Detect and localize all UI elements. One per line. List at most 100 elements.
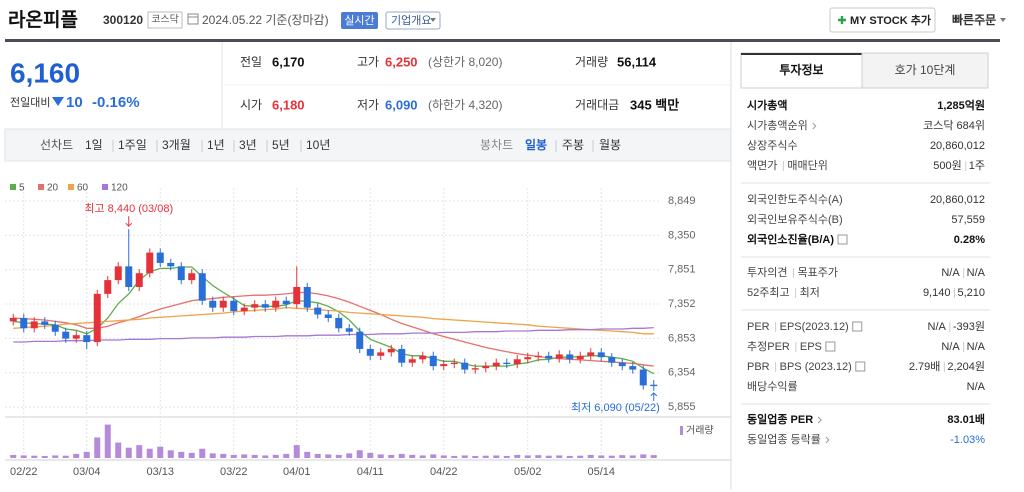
- legend-swatch: [10, 184, 16, 190]
- y-tick-label: 8,849: [668, 195, 696, 207]
- current-price: 6,160: [10, 57, 80, 88]
- candle-body: [293, 286, 301, 305]
- candle-body: [209, 300, 217, 308]
- plus-icon: [838, 16, 846, 24]
- period-tab[interactable]: 10년: [306, 138, 330, 152]
- candle-body: [440, 364, 448, 367]
- period-tab[interactable]: 1년: [207, 138, 225, 152]
- candle-body: [503, 362, 511, 365]
- realtime-badge[interactable]: [341, 12, 378, 29]
- company-menu[interactable]: [385, 11, 441, 30]
- legend-label: 20: [47, 183, 59, 194]
- info-value: 9,140: [923, 287, 951, 299]
- info-value: N/A: [967, 381, 986, 393]
- quick-order[interactable]: 빠른주문: [952, 12, 996, 27]
- panel-tab[interactable]: 호가 10단계: [895, 63, 956, 77]
- market: 코스닥: [151, 14, 179, 26]
- volume-bar: [272, 454, 279, 458]
- volume-bar: [31, 455, 38, 458]
- info-value: 20,860,012: [930, 140, 985, 152]
- x-tick-label: 04/22: [430, 466, 458, 478]
- candle-tab[interactable]: 주봉: [562, 138, 584, 152]
- stat-value: 6,250: [385, 54, 418, 69]
- candle-body: [639, 369, 647, 386]
- candle-tab[interactable]: 월봉: [599, 138, 621, 152]
- legend-swatch: [102, 184, 108, 190]
- y-tick-label: 6,853: [668, 332, 696, 344]
- info-value: 2.79배: [909, 360, 941, 373]
- candle-body: [566, 354, 574, 360]
- volume-bar: [430, 454, 437, 458]
- help-icon: [825, 341, 836, 352]
- x-tick-label: 03/13: [146, 466, 174, 478]
- candle-body: [356, 331, 364, 349]
- info-label: 시가총액순위: [747, 119, 808, 132]
- info-label: BPS (2023.12): [780, 361, 852, 373]
- my-stock-label[interactable]: MY STOCK 추가: [850, 13, 931, 27]
- candle-body: [314, 307, 322, 315]
- candle-tab[interactable]: 일봉: [525, 138, 547, 152]
- stock-name: 라온피플: [8, 9, 78, 31]
- dropdown-caret: [430, 18, 436, 22]
- info-value: 20,860,012: [930, 194, 985, 206]
- candle-body: [9, 317, 17, 322]
- volume-bar: [83, 451, 90, 458]
- stat-label: 거래대금: [575, 98, 619, 112]
- down-arrow: [52, 97, 64, 106]
- volume-bar: [220, 453, 227, 458]
- quick-order-caret: [1000, 18, 1006, 22]
- volume-bar: [146, 448, 153, 458]
- x-tick-label: 04/01: [283, 466, 311, 478]
- moving-average-line: [13, 326, 654, 343]
- x-tick-label: 02/22: [10, 466, 38, 478]
- period-tab[interactable]: 3년: [239, 138, 257, 152]
- volume-bar: [199, 448, 206, 458]
- volume-bar: [619, 455, 626, 458]
- candle-body: [377, 352, 385, 356]
- period-tab[interactable]: 5년: [272, 138, 290, 152]
- period-tab[interactable]: 3개월: [162, 138, 191, 152]
- y-tick-label: 8,350: [668, 229, 696, 241]
- my-stock-button[interactable]: [829, 7, 936, 33]
- tab-inactive[interactable]: [861, 52, 989, 89]
- info-value: 83.01배: [947, 412, 985, 426]
- info-label: 상장주식수: [747, 139, 798, 152]
- candle-body: [618, 362, 626, 367]
- volume-bar: [94, 437, 101, 458]
- moving-average-line: [13, 266, 655, 375]
- info-label: 목표주가: [797, 266, 837, 279]
- tab-active[interactable]: [740, 52, 863, 89]
- legend-label: 5: [19, 183, 25, 194]
- panel-tab[interactable]: 투자정보: [779, 62, 823, 77]
- volume-bar: [251, 454, 258, 458]
- stat-value: 6,170: [272, 54, 305, 69]
- info-value: 코스닥 684위: [923, 119, 985, 132]
- stat-label: 거래량: [575, 55, 608, 69]
- volume-bar: [178, 451, 185, 458]
- candle-body: [513, 359, 521, 365]
- candle-body: [366, 348, 374, 356]
- help-icon: [852, 321, 863, 332]
- volume-bar: [493, 455, 500, 458]
- volume-bar: [367, 452, 374, 458]
- candle-body: [650, 384, 658, 387]
- period-tab[interactable]: 1주일: [118, 138, 147, 152]
- candle-body: [135, 273, 143, 287]
- change: 10: [66, 94, 83, 111]
- stat-label: 전일: [240, 55, 262, 69]
- info-label: PBR: [747, 361, 770, 373]
- volume-bar: [325, 454, 332, 458]
- help-icon: [855, 361, 866, 372]
- candle-chart-label: 봉차트: [480, 138, 513, 152]
- info-value: 500원: [933, 159, 961, 172]
- change-rate: -0.16%: [92, 94, 140, 111]
- volume-bar: [629, 455, 636, 458]
- volume-bar: [409, 454, 416, 458]
- info-label: 매매단위: [787, 159, 827, 172]
- volume-bar: [640, 454, 647, 458]
- candle-body: [471, 368, 479, 370]
- company-menu-label[interactable]: 기업개요: [391, 14, 431, 27]
- candle-body: [482, 366, 490, 369]
- realtime[interactable]: 실시간: [344, 14, 374, 27]
- period-tab[interactable]: 1일: [85, 138, 103, 152]
